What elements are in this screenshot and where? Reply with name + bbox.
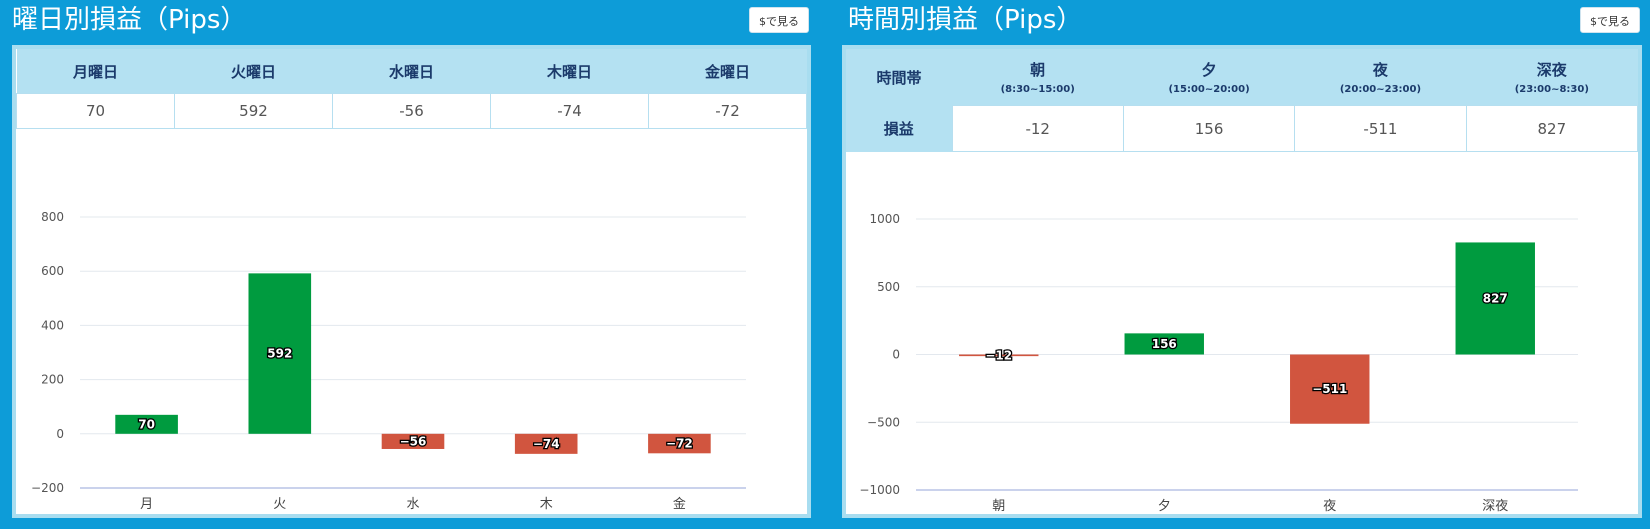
weekday-y-tick-label-5: 800 bbox=[41, 210, 64, 224]
value-tuesday: 592 bbox=[174, 93, 333, 129]
weekday-bar-0 bbox=[115, 414, 178, 434]
timeslot-dollar-view-button[interactable]: $で見る bbox=[1580, 7, 1640, 33]
header-timeslot-corner: 時間帯 bbox=[846, 49, 952, 106]
timeslot-bar-value-label-1: 156 bbox=[1152, 337, 1177, 351]
value-friday: -72 bbox=[648, 93, 807, 129]
weekday-header-row: 月曜日 火曜日 水曜日 木曜日 金曜日 bbox=[16, 49, 807, 94]
timeslot-y-tick-label-1: −500 bbox=[867, 415, 900, 429]
header-night-label: 夜 bbox=[1372, 61, 1388, 79]
timeslot-card: 時間帯 朝 (8:30~15:00) 夕 (15:00~20:00) 夜 (20:00… bbox=[842, 45, 1642, 518]
weekday-bar-3 bbox=[514, 433, 578, 454]
header-thursday: 木曜日 bbox=[490, 49, 649, 94]
weekday-x-category-label-3: 木 bbox=[540, 497, 553, 512]
timeslot-y-tick-label-0: −1000 bbox=[859, 483, 900, 497]
weekday-dollar-view-button[interactable]: $で見る bbox=[749, 7, 809, 33]
header-morning-label: 朝 bbox=[1030, 61, 1046, 79]
timeslot-x-category-label-1: 夕 bbox=[1158, 499, 1171, 514]
timeslot-value-row: 損益 -12 156 -511 827 bbox=[846, 105, 1639, 152]
value-monday: 70 bbox=[16, 93, 175, 129]
header-tuesday: 火曜日 bbox=[174, 49, 333, 94]
timeslot-bar-value-label-0: −12 bbox=[985, 348, 1012, 362]
value-late-night: 827 bbox=[1465, 105, 1639, 152]
weekday-summary-table: 月曜日 火曜日 水曜日 木曜日 金曜日 70 592 -56 -74 -72 bbox=[16, 49, 807, 129]
timeslot-header-row: 時間帯 朝 (8:30~15:00) 夕 (15:00~20:00) 夜 (20:00… bbox=[846, 49, 1638, 106]
timeslot-panel-title: 時間別損益（Pips） bbox=[848, 5, 1083, 35]
timeslot-panel: 時間別損益（Pips） $で見る 時間帯 朝 (8:30~15:00) 夕 (15:… bbox=[836, 0, 1650, 528]
timeslot-summary-table: 時間帯 朝 (8:30~15:00) 夕 (15:00~20:00) 夜 (20:00… bbox=[846, 49, 1639, 152]
weekday-bar-value-label-3: −74 bbox=[533, 437, 560, 451]
timeslot-y-tick-label-3: 500 bbox=[877, 280, 900, 294]
weekday-bar-2 bbox=[381, 433, 445, 449]
timeslot-bar-1 bbox=[1124, 333, 1204, 355]
value-evening: 156 bbox=[1122, 105, 1296, 152]
weekday-bar-value-label-0: 70 bbox=[138, 417, 155, 431]
timeslot-bar-0 bbox=[959, 354, 1039, 357]
row-label-profit: 損益 bbox=[846, 105, 952, 152]
weekday-x-category-label-0: 月 bbox=[140, 497, 153, 512]
weekday-y-tick-label-1: 0 bbox=[56, 427, 64, 441]
header-friday: 金曜日 bbox=[648, 49, 807, 94]
header-evening-time: (15:00~20:00) bbox=[1168, 84, 1250, 95]
weekday-x-category-label-4: 金 bbox=[673, 496, 686, 512]
timeslot-bar-chart: −1000 −500 0 500 1000 −12 朝 156 夕 −511 夜 827 深夜 bbox=[859, 212, 1578, 514]
timeslot-x-category-label-3: 深夜 bbox=[1482, 499, 1508, 514]
header-evening: 夕 (15:00~20:00) bbox=[1123, 49, 1295, 106]
weekday-x-category-label-2: 水 bbox=[406, 497, 419, 512]
header-morning-time: (8:30~15:00) bbox=[1000, 84, 1075, 95]
header-late-night-time: (23:00~8:30) bbox=[1514, 84, 1589, 95]
weekday-value-row: 70 592 -56 -74 -72 bbox=[16, 93, 807, 129]
timeslot-y-tick-label-2: 0 bbox=[892, 348, 900, 362]
value-thursday: -74 bbox=[490, 93, 649, 129]
timeslot-bar-value-label-3: 827 bbox=[1483, 291, 1508, 305]
timeslot-y-tick-label-4: 1000 bbox=[869, 212, 900, 226]
header-morning: 朝 (8:30~15:00) bbox=[952, 49, 1124, 106]
weekday-bar-chart: −200 0 200 400 600 800 70 月 592 火 −56 水 −74 木 −72 金 bbox=[31, 210, 746, 512]
header-night: 夜 (20:00~23:00) bbox=[1294, 49, 1467, 106]
weekday-panel-title: 曜日別損益（Pips） bbox=[12, 5, 247, 35]
weekday-bar-value-label-1: 592 bbox=[267, 347, 292, 361]
header-late-night-label: 深夜 bbox=[1536, 61, 1567, 79]
weekday-bar-4 bbox=[648, 433, 711, 454]
timeslot-x-category-label-2: 夜 bbox=[1323, 499, 1336, 514]
weekday-y-tick-label-2: 200 bbox=[41, 373, 64, 387]
timeslot-x-category-label-0: 朝 bbox=[992, 499, 1005, 514]
timeslot-bar-2 bbox=[1290, 354, 1370, 424]
header-wednesday: 水曜日 bbox=[332, 49, 491, 94]
value-night: -511 bbox=[1294, 105, 1467, 152]
weekday-y-tick-label-3: 400 bbox=[41, 318, 64, 332]
header-monday: 月曜日 bbox=[16, 49, 175, 94]
value-morning: -12 bbox=[951, 105, 1124, 152]
weekday-card: 月曜日 火曜日 水曜日 木曜日 金曜日 70 592 -56 -74 -72 −… bbox=[12, 45, 811, 518]
weekday-bar-value-label-2: −56 bbox=[400, 434, 427, 448]
timeslot-bar-3 bbox=[1455, 242, 1535, 355]
header-night-time: (20:00~23:00) bbox=[1339, 84, 1422, 95]
weekday-y-tick-label-0: −200 bbox=[31, 481, 64, 495]
header-evening-label: 夕 bbox=[1201, 61, 1217, 79]
weekday-bar-1 bbox=[248, 273, 312, 434]
header-late-night: 深夜 (23:00~8:30) bbox=[1466, 49, 1638, 106]
weekday-x-category-label-1: 火 bbox=[273, 497, 286, 512]
weekday-bar-value-label-4: −72 bbox=[666, 437, 693, 451]
weekday-y-tick-label-4: 600 bbox=[41, 264, 64, 278]
value-wednesday: -56 bbox=[332, 93, 491, 129]
timeslot-bar-value-label-2: −511 bbox=[1312, 382, 1347, 396]
weekday-panel: 曜日別損益（Pips） $で見る 月曜日 火曜日 水曜日 木曜日 金曜日 70 … bbox=[0, 0, 820, 528]
